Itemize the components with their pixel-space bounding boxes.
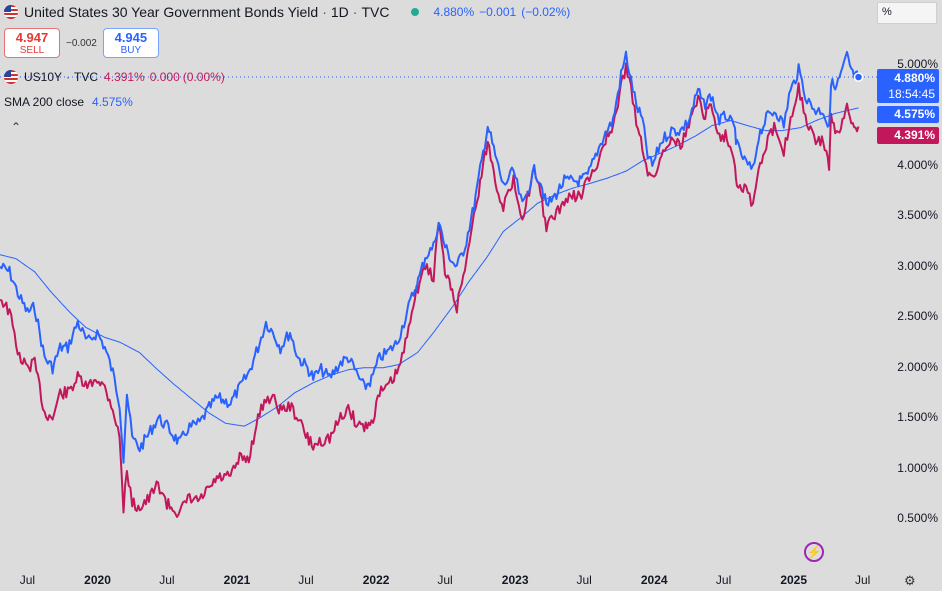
x-tick-label: 2021 bbox=[223, 573, 251, 587]
y-tick-label: 2.000% bbox=[897, 359, 938, 374]
compare-price-tag: 4.391% bbox=[877, 127, 939, 144]
last-price-dot bbox=[853, 72, 864, 82]
compare-value: 4.391% bbox=[104, 70, 145, 84]
y-tick-label: 0.500% bbox=[897, 511, 938, 525]
market-open-dot-icon bbox=[411, 8, 420, 16]
compare-change-percent: (0.00%) bbox=[182, 70, 225, 84]
gear-icon[interactable]: ⚙ bbox=[904, 573, 916, 588]
x-tick-label: Jul bbox=[298, 573, 314, 587]
buy-label: BUY bbox=[120, 45, 142, 56]
us30y-yield-line bbox=[0, 50, 860, 464]
y-tick-label: 1.500% bbox=[897, 410, 938, 425]
compare-symbol[interactable]: US10Y bbox=[24, 70, 63, 84]
indicator-name[interactable]: SMA 200 close bbox=[4, 95, 85, 109]
spread-value: −0.002 bbox=[66, 37, 97, 49]
y-tick-label: 1.000% bbox=[897, 460, 938, 475]
indicator-legend[interactable]: SMA 200 close 4.575% bbox=[4, 95, 133, 109]
x-tick-label: Jul bbox=[437, 573, 453, 587]
trade-panel: 4.947 SELL −0.002 4.945 BUY bbox=[4, 28, 159, 58]
x-tick-label: 2022 bbox=[362, 573, 390, 587]
change-value: −0.001 bbox=[479, 5, 517, 19]
x-tick-label: 2025 bbox=[780, 573, 808, 587]
sma-200-line bbox=[0, 107, 859, 427]
x-tick-label: 2024 bbox=[640, 573, 668, 587]
buy-price: 4.945 bbox=[114, 30, 148, 45]
lightning-icon[interactable]: ⚡ bbox=[804, 542, 824, 562]
interval-label[interactable]: 1D bbox=[330, 4, 349, 20]
x-tick-label: Jul bbox=[576, 573, 592, 587]
compare-change: 0.000 bbox=[149, 70, 180, 84]
x-tick-label: Jul bbox=[854, 573, 871, 587]
y-tick-label: 2.500% bbox=[897, 309, 938, 324]
compare-legend[interactable]: US10Y · TVC 4.391% 0.000 (0.00%) bbox=[4, 70, 225, 84]
y-tick-label: 5.000% bbox=[897, 57, 938, 71]
compare-source: TVC bbox=[74, 70, 99, 84]
change-percent: (−0.02%) bbox=[521, 5, 571, 19]
source-label: TVC bbox=[361, 4, 390, 20]
y-tick-label: 3.500% bbox=[897, 208, 938, 223]
y-tick-label: 4.000% bbox=[897, 157, 938, 172]
x-tick-label: Jul bbox=[19, 573, 36, 587]
sell-label: SELL bbox=[19, 45, 45, 56]
sell-price: 4.947 bbox=[15, 30, 49, 45]
percent-scale-button[interactable]: % bbox=[877, 2, 937, 24]
us-flag-icon bbox=[4, 70, 18, 84]
symbol-legend[interactable]: United States 30 Year Government Bonds Y… bbox=[4, 4, 570, 20]
buy-button[interactable]: 4.945 BUY bbox=[102, 28, 159, 58]
chevron-up-icon[interactable]: ⌃ bbox=[11, 120, 22, 134]
us-flag-icon bbox=[4, 5, 18, 19]
sell-button[interactable]: 4.947 SELL bbox=[4, 28, 60, 58]
last-price-tag: 4.880% 18:54:45 bbox=[877, 69, 939, 103]
last-price-tag-value: 4.880% bbox=[894, 71, 935, 85]
x-tick-label: Jul bbox=[159, 573, 175, 587]
last-value: 4.880% bbox=[433, 5, 475, 19]
us10y-line bbox=[0, 62, 860, 518]
x-tick-label: Jul bbox=[715, 573, 732, 587]
x-tick-label: 2020 bbox=[84, 573, 111, 587]
symbol-title[interactable]: United States 30 Year Government Bonds Y… bbox=[24, 4, 319, 20]
sma-price-tag: 4.575% bbox=[877, 106, 939, 123]
indicator-value: 4.575% bbox=[92, 95, 133, 109]
bar-countdown: 18:54:45 bbox=[888, 87, 935, 101]
x-tick-label: 2023 bbox=[501, 573, 529, 587]
y-tick-label: 3.000% bbox=[897, 258, 938, 273]
